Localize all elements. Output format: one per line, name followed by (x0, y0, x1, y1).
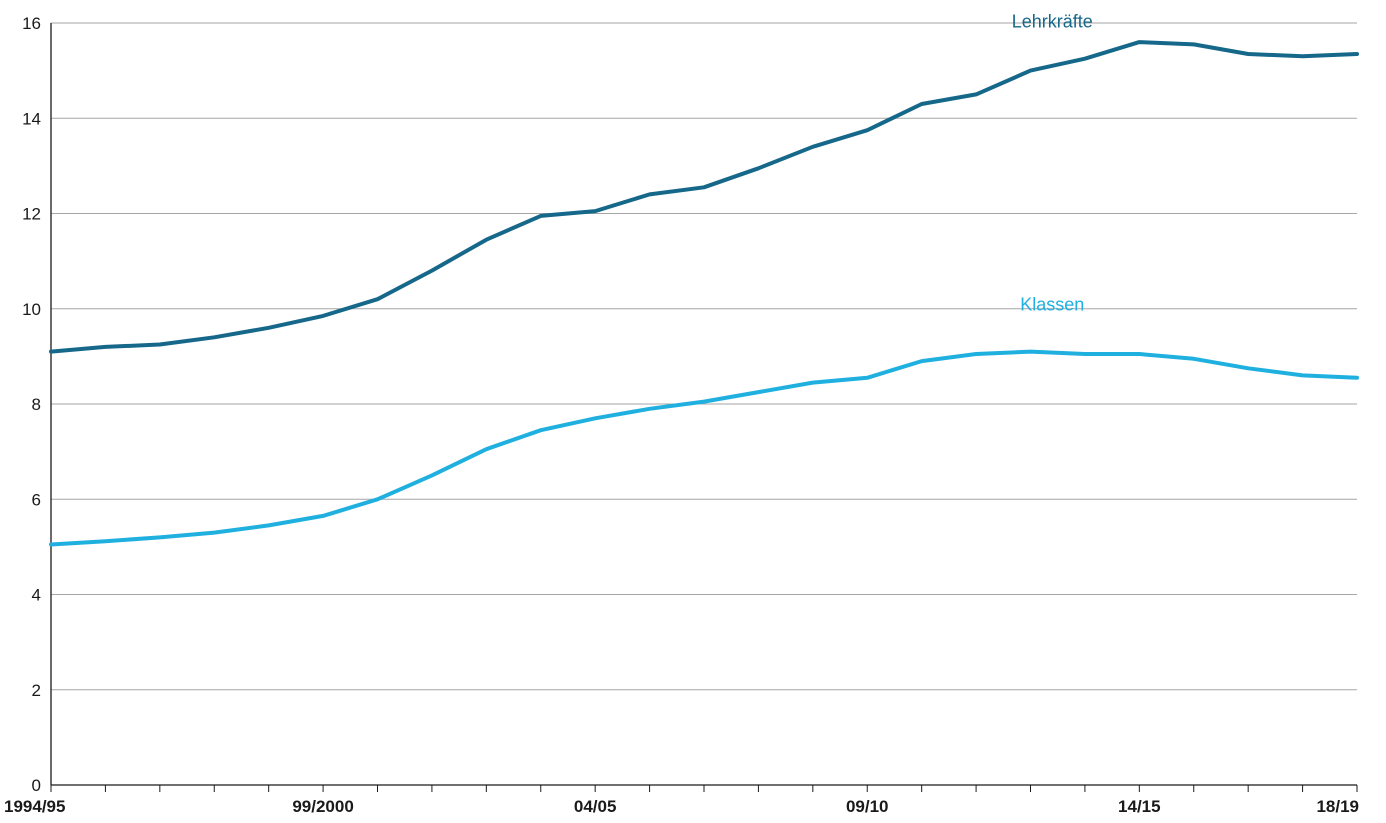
series-line-1 (49, 349, 1359, 547)
series-labels: Lehrkräfte Klassen (1012, 12, 1093, 315)
y-tick-label-0: 0 (32, 776, 41, 795)
x-tick-label-4: 14/15 (1118, 797, 1161, 816)
y-tick-label-14: 14 (22, 109, 41, 128)
series-line-0 (49, 40, 1359, 354)
series-lines (49, 40, 1359, 547)
x-tick-label-5: 18/19 (1316, 797, 1359, 816)
series-label-1: Klassen (1020, 295, 1084, 315)
y-tick-label-10: 10 (22, 300, 41, 319)
x-axis (50, 23, 1358, 792)
y-axis-tick-labels: 0 2 4 6 8 10 12 14 16 (22, 14, 41, 795)
y-tick-label-8: 8 (32, 395, 41, 414)
x-tick-label-3: 09/10 (846, 797, 889, 816)
series-label-0: Lehrkräfte (1012, 12, 1093, 32)
y-tick-label-12: 12 (22, 205, 41, 224)
x-tick-label-0: 1994/95 (4, 797, 65, 816)
x-axis-tick-labels: 1994/95 99/2000 04/05 09/10 14/15 18/19 (4, 797, 1359, 816)
y-tick-label-4: 4 (32, 586, 41, 605)
grid-lines (51, 22, 1357, 691)
y-tick-label-16: 16 (22, 14, 41, 33)
x-tick-label-2: 04/05 (574, 797, 617, 816)
y-tick-label-2: 2 (32, 681, 41, 700)
y-tick-label-6: 6 (32, 490, 41, 509)
x-tick-label-1: 99/2000 (292, 797, 353, 816)
